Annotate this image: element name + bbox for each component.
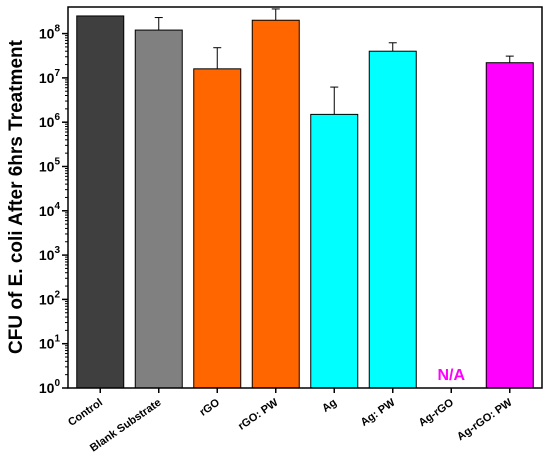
y-tick-label: 100 — [39, 378, 61, 396]
x-tick-label: Ag: PW — [359, 396, 398, 429]
bar-ag-pw — [368, 50, 417, 389]
bar-ag-rgo-pw — [485, 62, 534, 389]
plot-frame — [67, 6, 543, 389]
y-axis-label: CFU of E. coli After 6hrs Treatment — [6, 39, 27, 354]
bar-control — [76, 15, 125, 389]
bar-rgo-pw — [251, 19, 300, 389]
bar-ag — [310, 113, 359, 389]
annotations-group: N/A — [437, 367, 465, 384]
y-tick-label: 104 — [39, 201, 61, 219]
x-tick-label: Ag-rGO: PW — [455, 396, 515, 443]
x-tick-label: rGO — [198, 396, 223, 418]
bar-rgo — [193, 68, 242, 389]
bars-group — [76, 15, 534, 389]
error-bars-group — [154, 8, 514, 115]
x-tick-label: rGO: PW — [236, 396, 281, 432]
y-tick-label: 102 — [39, 289, 61, 307]
y-tick-label: 103 — [39, 245, 61, 263]
na-annotation: N/A — [437, 367, 465, 384]
x-tick-label: Ag-rGO — [417, 396, 457, 429]
y-tick-label: 107 — [39, 68, 61, 86]
bar-blank-substrate — [134, 29, 183, 389]
y-tick-label: 106 — [39, 112, 61, 130]
y-tick-label: 101 — [39, 334, 61, 352]
x-tick-label: Ag — [320, 397, 339, 415]
x-tick-label: Control — [66, 397, 105, 429]
y-tick-label: 108 — [39, 24, 61, 42]
y-axis-ticks: 100 101 102 103 104 105 106 107 108 — [39, 24, 68, 396]
y-tick-label: 105 — [39, 156, 61, 174]
